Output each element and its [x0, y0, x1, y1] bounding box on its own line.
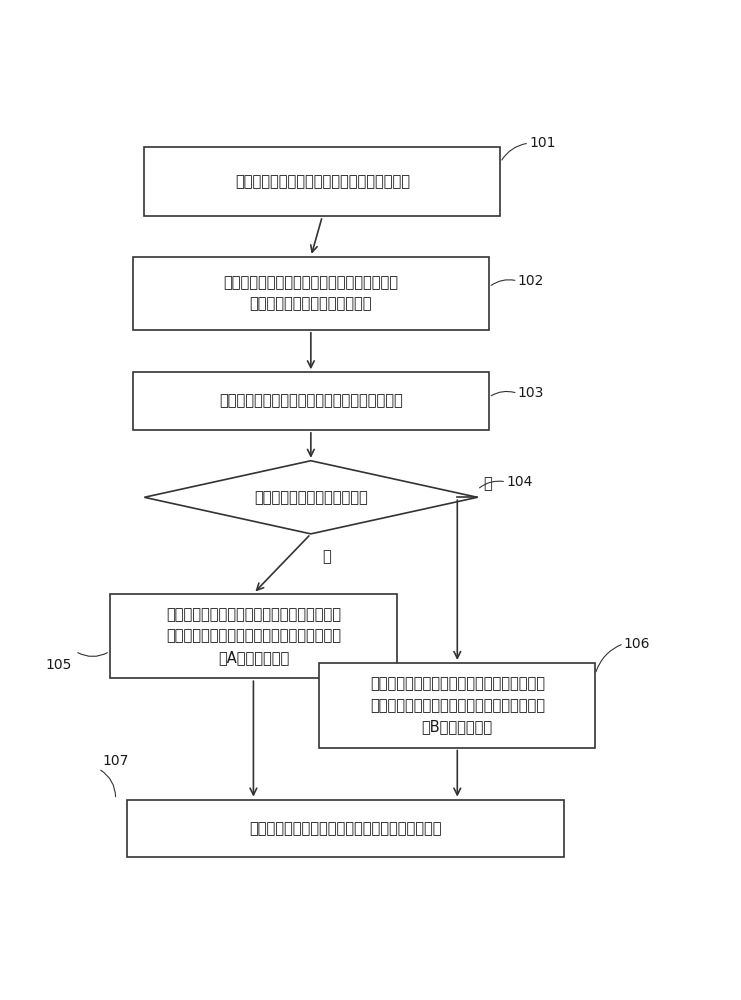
Text: 否: 否: [483, 476, 492, 491]
Text: 105: 105: [45, 658, 71, 672]
Text: 在所述数据库中查找所述第一交点、所述第二: 在所述数据库中查找所述第一交点、所述第二: [223, 275, 399, 290]
Polygon shape: [144, 461, 477, 534]
Bar: [133, 257, 489, 330]
Bar: [144, 147, 500, 216]
Bar: [319, 663, 595, 748]
Text: 是: 是: [322, 549, 331, 564]
Bar: [110, 594, 397, 678]
Bar: [133, 372, 489, 430]
Text: 103: 103: [517, 386, 544, 400]
Text: 101: 101: [529, 136, 556, 150]
Text: 交点和所述第三交点的第三轴值: 交点和所述第三交点的第三轴值: [250, 297, 372, 312]
Text: 以所述第三交点作为参考设计点，并根据所述: 以所述第三交点作为参考设计点，并根据所述: [370, 676, 545, 691]
Text: 根据船舶的肋板的朝向调整牛腿的第一轴值的大小: 根据船舶的肋板的朝向调整牛腿的第一轴值的大小: [249, 821, 442, 836]
Text: 立B型牛腿的模型: 立B型牛腿的模型: [422, 719, 493, 734]
Text: 104: 104: [506, 475, 533, 489]
Bar: [127, 800, 564, 857]
Text: 在船舶的外板上设定用以形成牛腿的三个交点: 在船舶的外板上设定用以形成牛腿的三个交点: [235, 174, 410, 189]
Text: 判断所述斜率是否小于一阈值: 判断所述斜率是否小于一阈值: [254, 490, 368, 505]
Text: 106: 106: [624, 637, 651, 651]
Text: 第一轴值的大小确定所述主板的厚度朝向，建: 第一轴值的大小确定所述主板的厚度朝向，建: [166, 628, 341, 643]
Text: 以所述第二交点作为参考设计点，并根据所述: 以所述第二交点作为参考设计点，并根据所述: [166, 607, 341, 622]
Text: 102: 102: [517, 274, 544, 288]
Text: 计算所述第一交点和所述第二交点的连线的斜率: 计算所述第一交点和所述第二交点的连线的斜率: [219, 394, 402, 409]
Text: 第一轴值的大小确定所述主板的厚度朝向，建: 第一轴值的大小确定所述主板的厚度朝向，建: [370, 698, 545, 713]
Text: 立A型牛腿的模型: 立A型牛腿的模型: [218, 650, 289, 665]
Text: 107: 107: [102, 754, 129, 768]
